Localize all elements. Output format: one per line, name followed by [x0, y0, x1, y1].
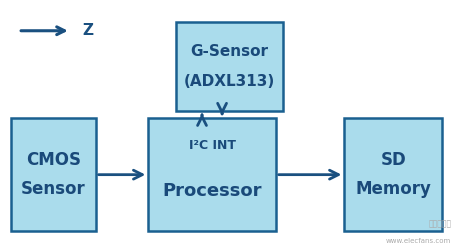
- FancyBboxPatch shape: [175, 22, 282, 111]
- Text: 电子发烧友: 电子发烧友: [427, 220, 450, 229]
- Text: Sensor: Sensor: [21, 180, 86, 199]
- FancyBboxPatch shape: [148, 118, 275, 231]
- FancyBboxPatch shape: [344, 118, 441, 231]
- Text: Memory: Memory: [354, 180, 430, 199]
- Text: CMOS: CMOS: [26, 151, 81, 169]
- Text: Z: Z: [82, 23, 93, 38]
- Text: Processor: Processor: [162, 182, 261, 200]
- FancyBboxPatch shape: [11, 118, 96, 231]
- Text: www.elecfans.com: www.elecfans.com: [385, 238, 450, 244]
- Text: SD: SD: [379, 151, 405, 169]
- Text: G-Sensor: G-Sensor: [190, 44, 268, 59]
- Text: (ADXL313): (ADXL313): [183, 74, 274, 89]
- Text: I²C INT: I²C INT: [188, 139, 235, 152]
